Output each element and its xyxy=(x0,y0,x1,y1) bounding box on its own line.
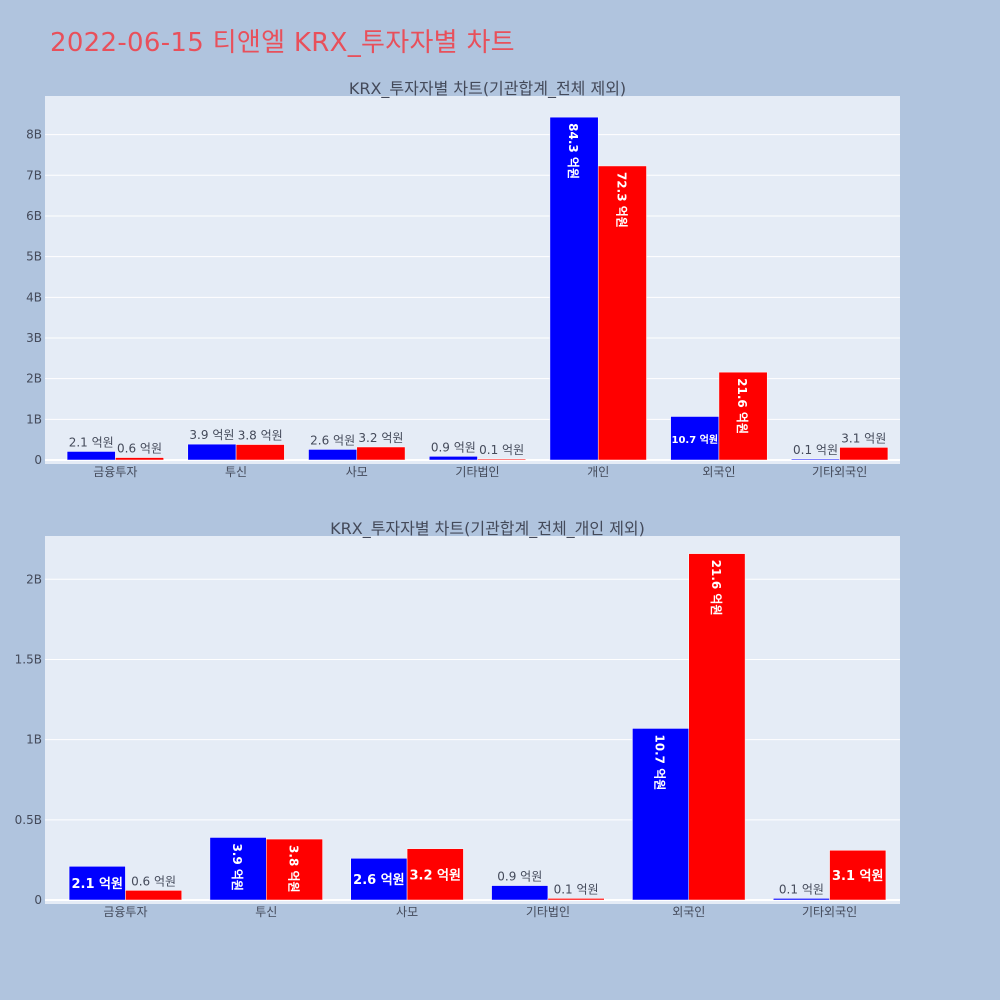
x-tick-label: 기타외국인 xyxy=(812,465,867,479)
data-label: 21.6 억원 xyxy=(735,378,749,434)
y-tick-label: 1B xyxy=(26,733,42,747)
data-label: 10.7 억원 xyxy=(653,734,667,790)
bar-series-b xyxy=(597,165,647,461)
data-label: 3.1 억원 xyxy=(832,869,883,884)
bar-series-b xyxy=(406,848,464,901)
data-label: 10.7 억원 xyxy=(672,433,719,446)
data-label: 2.1 억원 xyxy=(69,435,114,449)
bar-series-a xyxy=(308,449,358,461)
bar-series-a xyxy=(209,837,267,901)
data-label: 0.6 억원 xyxy=(117,442,162,456)
bar-series-b xyxy=(688,553,746,901)
plot-background xyxy=(45,536,900,904)
bar-series-b xyxy=(235,444,285,461)
y-tick-label: 0.5B xyxy=(15,813,42,827)
data-label: 3.1 억원 xyxy=(841,431,886,445)
bar-series-a xyxy=(187,443,237,461)
y-tick-label: 0 xyxy=(34,893,42,907)
bar-series-b xyxy=(477,458,527,461)
data-label: 0.1 억원 xyxy=(479,443,524,457)
data-label: 3.8 억원 xyxy=(286,845,300,893)
bar-series-b xyxy=(547,898,605,901)
chart-title: KRX_투자자별 차트(기관합계_전체 제외) xyxy=(349,79,626,99)
y-tick-label: 1.5B xyxy=(15,652,42,666)
x-tick-label: 기타법인 xyxy=(526,905,570,919)
bar-series-a xyxy=(670,416,720,461)
y-tick-label: 6B xyxy=(26,209,42,223)
y-tick-label: 4B xyxy=(26,290,42,304)
data-label: 0.9 억원 xyxy=(431,440,476,454)
bar-series-a xyxy=(632,728,690,901)
y-tick-label: 2B xyxy=(26,572,42,586)
x-tick-label: 투신 xyxy=(255,905,277,919)
data-label: 3.9 억원 xyxy=(230,843,244,891)
bar-series-a xyxy=(350,858,408,901)
y-tick-label: 2B xyxy=(26,372,42,386)
chart-1: 0 1B 2B 3B 4B 5B 6B 7B 8B KRX_투자자별 차트(기관합계_전체 제외)… xyxy=(26,79,900,479)
y-tick-label: 5B xyxy=(26,250,42,264)
plot-background xyxy=(45,96,900,464)
x-tick-label: 사모 xyxy=(346,465,368,479)
data-label: 0.1 억원 xyxy=(779,882,824,896)
bar-series-a xyxy=(491,885,549,901)
bar-series-b xyxy=(125,890,182,901)
data-label: 0.1 억원 xyxy=(793,443,838,457)
x-tick-label: 투신 xyxy=(225,465,247,479)
bar-series-a xyxy=(68,866,126,901)
x-tick-label: 개인 xyxy=(587,465,609,479)
bar-series-a xyxy=(791,458,840,461)
bar-series-b xyxy=(839,447,889,461)
data-label: 0.9 억원 xyxy=(497,870,542,884)
data-label: 2.6 억원 xyxy=(310,433,355,447)
data-label: 72.3 억원 xyxy=(614,172,628,228)
x-tick-label: 금융투자 xyxy=(103,905,147,919)
bar-series-a xyxy=(773,898,830,901)
x-tick-label: 외국인 xyxy=(672,905,705,919)
y-tick-label: 8B xyxy=(26,128,42,142)
y-tick-label: 7B xyxy=(26,168,42,182)
data-label: 2.1 억원 xyxy=(72,877,123,892)
data-label: 21.6 억원 xyxy=(709,560,723,616)
bar-series-a xyxy=(549,116,599,461)
data-label: 84.3 억원 xyxy=(566,123,580,179)
data-label: 3.2 억원 xyxy=(410,868,461,883)
x-tick-label: 기타외국인 xyxy=(802,905,857,919)
x-tick-label: 외국인 xyxy=(702,465,735,479)
x-tick-label: 기타법인 xyxy=(455,465,499,479)
page-title: 2022-06-15 티앤엘 KRX_투자자별 차트 xyxy=(50,28,515,58)
data-label: 0.1 억원 xyxy=(554,882,599,896)
bar-series-a xyxy=(428,456,478,461)
data-label: 2.6 억원 xyxy=(353,873,404,888)
data-label: 3.8 억원 xyxy=(238,429,283,443)
y-tick-label: 3B xyxy=(26,331,42,345)
chart-title: KRX_투자자별 차트(기관합계_전체_개인 제외) xyxy=(330,519,645,539)
bar-series-b xyxy=(115,457,164,461)
x-tick-label: 금융투자 xyxy=(93,465,137,479)
y-tick-label: 0 xyxy=(34,453,42,467)
data-label: 0.6 억원 xyxy=(131,874,176,888)
chart-2: 0 0.5B 1B 1.5B 2B KRX_투자자별 차트(기관합계_전체_개인 제외) 금… xyxy=(15,519,900,919)
bar-series-b xyxy=(266,838,323,901)
bar-series-a xyxy=(66,451,116,461)
x-tick-label: 사모 xyxy=(396,905,418,919)
data-label: 3.9 억원 xyxy=(189,428,234,442)
y-tick-label: 1B xyxy=(26,412,42,426)
bar-series-b xyxy=(356,446,406,461)
bar-series-b xyxy=(829,850,887,901)
bar-series-b xyxy=(718,371,768,461)
data-label: 3.2 억원 xyxy=(358,431,403,445)
